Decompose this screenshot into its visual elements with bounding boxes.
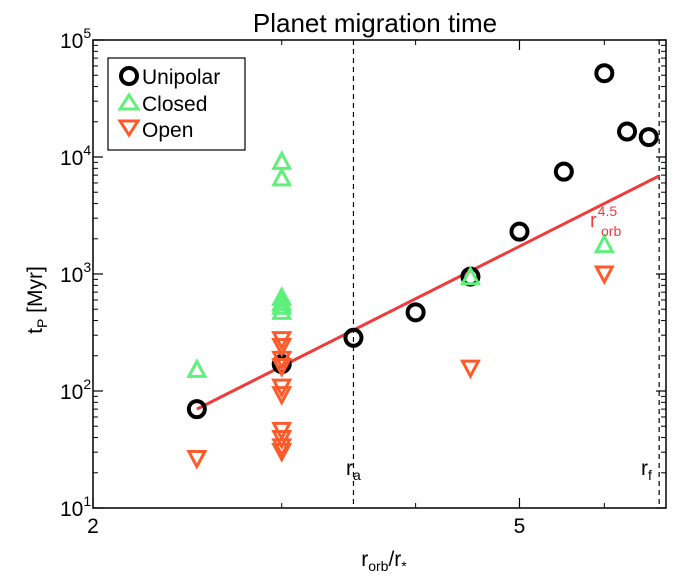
x-tick-label-0: 2: [87, 515, 99, 538]
open-point-11: [459, 359, 481, 380]
vline-label-rf-sub: f: [648, 467, 652, 483]
closed-point-1: [271, 150, 293, 170]
vline-label-ra-sub: a: [353, 467, 361, 483]
x-label-sub1: orb: [368, 558, 388, 574]
legend-box: [107, 57, 246, 151]
closed-point-5: [271, 295, 293, 315]
open-point-10: [271, 443, 293, 463]
y-tick-exp-0: 1: [83, 493, 91, 509]
y-tick-base-0: 10: [60, 498, 83, 521]
y-label-rest: [Myr]: [24, 266, 47, 319]
legend-label-closed: Closed: [142, 93, 207, 116]
y-axis-label: tP [Myr]: [24, 266, 50, 334]
fit-label-sub: orb: [601, 223, 621, 239]
legend-label-open: Open: [142, 119, 193, 142]
open-point-6: [271, 386, 293, 406]
unipolar-point-7: [594, 63, 615, 84]
unipolar-point-0: [186, 399, 207, 420]
closed-point-7: [459, 265, 481, 286]
vline-label-ra-main: r: [346, 457, 353, 480]
x-label-sub2: *: [401, 558, 407, 574]
y-tick-base-4: 10: [60, 30, 83, 53]
unipolar-point-2: [343, 327, 364, 348]
closed-point-4: [271, 291, 293, 311]
open-point-12: [593, 265, 615, 286]
fit-label-sup: 4.5: [598, 203, 618, 219]
vertical-reference-lines: [352, 40, 660, 508]
open-point-0: [186, 450, 208, 470]
y-tick-base-2: 10: [60, 264, 83, 287]
closed-point-0: [186, 358, 208, 378]
data-points-layer: [186, 63, 659, 470]
chart-title: Planet migration time: [253, 8, 497, 38]
unipolar-point-5: [509, 221, 530, 242]
vline-label-rf-main: r: [641, 457, 648, 480]
y-tick-exp-2: 3: [83, 259, 91, 275]
legend-marker-closed: [117, 92, 141, 111]
closed-point-6: [271, 300, 293, 320]
y-label-sub: P: [34, 319, 50, 328]
unipolar-point-8: [617, 121, 638, 142]
legend: Unipolar Closed Open: [107, 57, 246, 151]
y-tick-exp-1: 2: [83, 376, 91, 392]
open-point-2: [271, 337, 293, 358]
legend-marker-unipolar: [119, 66, 139, 86]
vline-label-ra: ra: [346, 457, 361, 483]
y-tick-label-3: 104: [60, 142, 91, 170]
legend-marker-open: [117, 119, 141, 138]
fit-label-main: r: [590, 210, 597, 232]
x-label-main: r: [361, 548, 368, 571]
unipolar-point-9: [638, 127, 659, 148]
y-tick-exp-4: 5: [83, 25, 91, 41]
y-label-main: t: [24, 328, 47, 334]
svg-text:tP [Myr]: tP [Myr]: [24, 266, 50, 334]
y-tick-label-1: 102: [60, 376, 91, 404]
y-tick-label-0: 101: [60, 493, 91, 521]
closed-point-2: [271, 166, 293, 187]
open-point-9: [271, 438, 293, 459]
y-tick-label-2: 103: [60, 259, 91, 287]
x-label-sep: /r: [388, 548, 401, 571]
y-tick-label-4: 105: [60, 25, 91, 53]
x-tick-label-1: 5: [514, 515, 526, 538]
vline-label-rf: rf: [641, 457, 652, 483]
fit-line-label: r4.5 orb: [590, 203, 621, 239]
y-tick-exp-3: 4: [83, 142, 91, 158]
y-tick-base-3: 10: [60, 147, 83, 170]
open-point-4: [271, 358, 293, 378]
x-axis-label: rorb/r*: [361, 548, 407, 574]
unipolar-point-3: [405, 302, 426, 323]
closed-point-8: [593, 233, 615, 254]
legend-label-unipolar: Unipolar: [142, 66, 220, 89]
unipolar-point-6: [553, 161, 574, 182]
y-tick-base-1: 10: [60, 381, 83, 404]
